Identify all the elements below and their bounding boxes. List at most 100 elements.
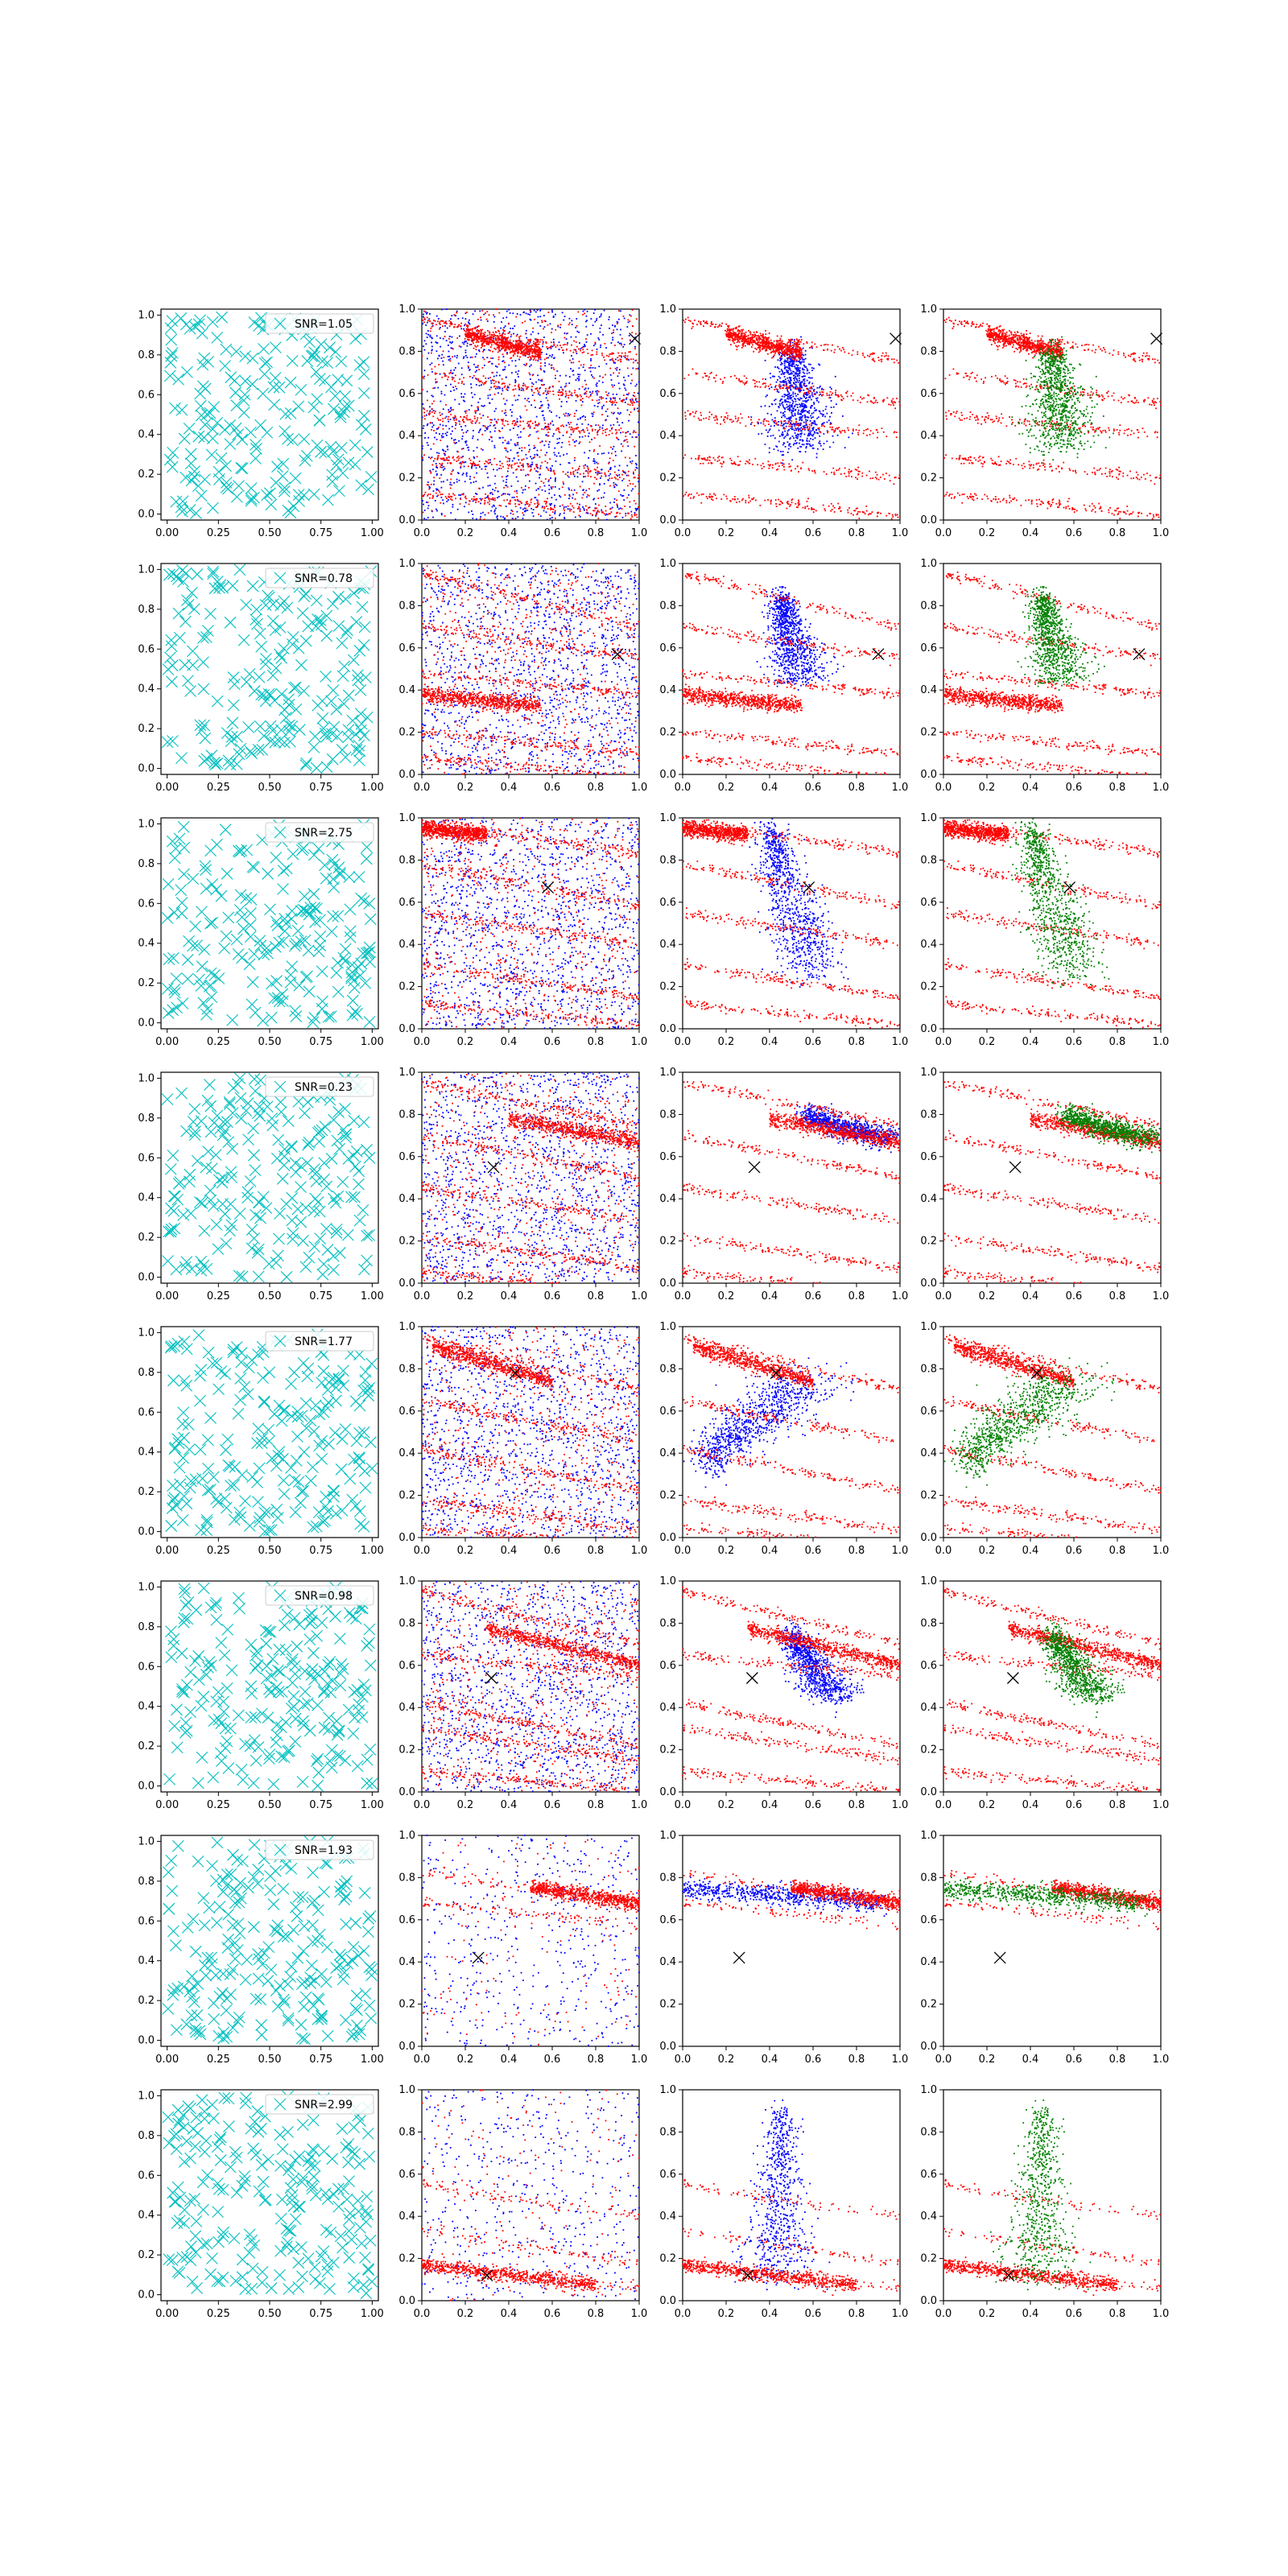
data-point	[538, 316, 539, 318]
data-point	[606, 519, 608, 521]
data-point	[505, 325, 506, 327]
data-point	[627, 431, 629, 432]
data-point	[601, 510, 602, 511]
data-point	[632, 488, 634, 489]
data-point	[632, 309, 634, 311]
data-point	[486, 497, 488, 498]
data-point	[549, 514, 551, 516]
data-point	[462, 317, 464, 319]
data-point	[440, 346, 441, 348]
data-point	[448, 345, 449, 346]
data-point	[511, 372, 513, 374]
data-point	[613, 485, 615, 486]
data-point	[558, 452, 559, 454]
data-point	[440, 391, 442, 393]
data-point	[471, 344, 473, 345]
data-point	[505, 412, 506, 414]
data-point	[619, 388, 621, 390]
data-point	[494, 483, 496, 485]
data-point	[530, 365, 532, 366]
cyan-x-marker	[175, 312, 187, 324]
data-point	[631, 332, 633, 333]
data-point	[634, 485, 636, 487]
data-point	[498, 468, 500, 469]
data-point	[529, 481, 530, 482]
data-point	[510, 440, 512, 441]
data-point	[442, 499, 444, 501]
panel-markers: 0.00 0.25 0.50 0.75 1.000.00.20.40.60.81.0SN…	[138, 309, 384, 539]
data-point	[533, 509, 535, 510]
cyan-x-marker	[208, 401, 220, 412]
data-point	[548, 485, 550, 486]
data-point	[530, 456, 531, 457]
data-point	[595, 472, 597, 473]
data-point	[460, 426, 462, 427]
data-point	[613, 502, 615, 503]
data-point	[565, 375, 567, 377]
data-point	[619, 369, 621, 370]
data-point	[610, 374, 612, 376]
data-point	[433, 460, 435, 462]
data-point	[554, 494, 555, 496]
data-point	[575, 498, 576, 500]
data-point	[637, 408, 638, 410]
data-point	[563, 483, 564, 485]
data-point	[549, 355, 551, 357]
data-point	[566, 338, 568, 340]
data-point	[432, 469, 434, 470]
data-point	[492, 398, 493, 400]
data-point	[545, 390, 547, 392]
data-point	[555, 477, 556, 479]
data-point	[629, 335, 630, 336]
data-point	[543, 411, 544, 412]
data-point	[514, 444, 516, 445]
data-point	[615, 368, 617, 369]
data-point	[518, 394, 520, 396]
data-point	[604, 310, 605, 312]
data-point	[431, 423, 433, 424]
data-point	[551, 497, 552, 498]
cyan-x-marker	[293, 489, 304, 501]
data-point	[526, 337, 527, 339]
cyan-x-marker	[365, 471, 377, 482]
y-tick-label: 0.0	[138, 509, 155, 521]
data-point	[617, 505, 618, 506]
data-point	[593, 498, 595, 500]
data-point	[537, 374, 539, 376]
data-point	[529, 314, 530, 316]
data-point	[584, 389, 585, 390]
data-point	[422, 445, 423, 447]
cyan-x-marker	[181, 366, 192, 378]
data-point	[480, 498, 481, 500]
data-point	[583, 415, 584, 417]
data-point	[536, 416, 538, 418]
data-point	[559, 327, 561, 328]
data-point	[559, 514, 560, 516]
data-point	[548, 444, 550, 445]
data-point	[551, 348, 552, 349]
data-point	[451, 409, 452, 411]
data-point	[457, 318, 459, 320]
cyan-x-marker	[176, 506, 188, 517]
data-point	[423, 427, 424, 429]
data-point	[540, 449, 542, 451]
data-point	[441, 393, 443, 394]
data-point	[469, 320, 470, 321]
data-point	[506, 316, 507, 318]
data-point	[543, 336, 545, 338]
data-point	[461, 429, 463, 431]
data-point	[580, 348, 581, 349]
data-point	[565, 390, 567, 392]
cyan-x-marker	[212, 417, 223, 428]
red-points	[421, 308, 639, 520]
data-point	[632, 460, 634, 462]
data-point	[571, 489, 572, 491]
data-point	[635, 455, 637, 456]
data-point	[593, 345, 595, 346]
data-point	[571, 336, 572, 338]
data-point	[477, 410, 479, 411]
data-point	[627, 394, 629, 395]
data-point	[469, 409, 470, 411]
data-point	[594, 321, 596, 323]
data-point	[510, 334, 512, 336]
